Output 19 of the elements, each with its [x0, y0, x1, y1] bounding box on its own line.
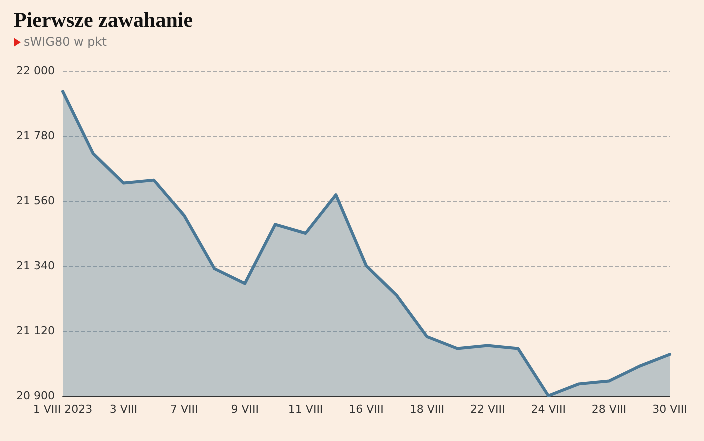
- x-tick-label: 18 VIII: [410, 403, 445, 416]
- y-tick-label: 21 120: [16, 324, 55, 338]
- x-tick-label: 28 VIII: [592, 403, 627, 416]
- x-tick-label: 30 VIII: [652, 403, 688, 416]
- y-tick-label: 21 560: [16, 194, 55, 208]
- x-tick-label: 9 VIII: [231, 403, 259, 416]
- y-tick-label: 20 900: [16, 390, 55, 402]
- x-tick-label: 24 VIII: [531, 403, 566, 416]
- x-tick-label: 11 VIII: [288, 403, 324, 416]
- y-tick-label: 22 000: [16, 64, 55, 78]
- y-tick-label: 21 780: [16, 130, 55, 142]
- chart-title: Pierwsze zawahanie: [14, 8, 194, 33]
- x-tick-label: 22 VIII: [470, 403, 506, 416]
- x-tick-label: 7 VIII: [170, 403, 198, 416]
- x-tick-label: 1 VIII 2023: [33, 403, 93, 416]
- x-tick-label: 3 VIII: [110, 403, 138, 416]
- chart-subtitle: sWIG80 w pkt: [24, 35, 107, 49]
- x-tick-label: 16 VIII: [349, 403, 384, 416]
- y-tick-label: 21 340: [16, 260, 55, 272]
